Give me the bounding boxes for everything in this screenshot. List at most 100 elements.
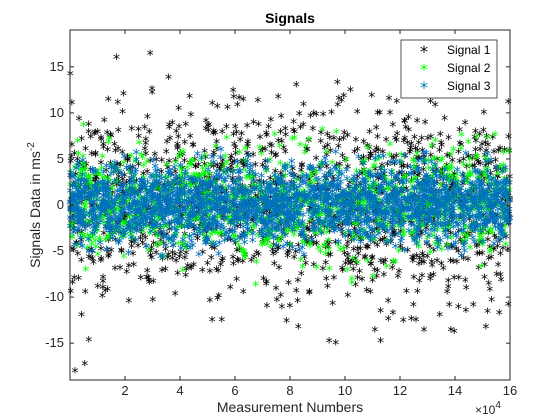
data-point: * [72, 366, 79, 382]
data-point: * [480, 107, 487, 123]
data-point: * [137, 209, 144, 225]
data-point: * [81, 188, 88, 204]
data-point: * [273, 246, 280, 262]
data-point: * [85, 119, 92, 135]
data-point: * [293, 286, 300, 302]
data-point: * [128, 124, 135, 140]
data-point: * [177, 247, 184, 263]
data-point: * [196, 198, 203, 214]
data-point: * [240, 94, 247, 110]
data-point: * [453, 192, 460, 208]
data-point: * [232, 177, 239, 193]
data-point: * [193, 210, 200, 226]
data-point: * [187, 262, 194, 278]
data-point: * [319, 264, 326, 280]
data-point: * [242, 200, 249, 216]
data-point: * [240, 190, 247, 206]
data-point: * [372, 164, 379, 180]
data-point: * [75, 273, 82, 289]
data-point: * [236, 92, 243, 108]
data-point: * [214, 293, 221, 309]
y-tick-label: 15 [50, 59, 64, 74]
data-point: * [213, 264, 220, 280]
data-point: * [234, 203, 241, 219]
data-point: * [330, 175, 337, 191]
legend-label-signal-2: Signal 2 [447, 61, 491, 75]
data-point: * [303, 223, 310, 239]
data-point: * [390, 307, 397, 323]
data-point: * [178, 178, 185, 194]
data-point: * [104, 284, 111, 300]
data-point: * [231, 139, 238, 155]
data-point: * [230, 91, 237, 107]
data-point: * [191, 154, 198, 170]
data-point: * [157, 212, 164, 228]
data-point: * [138, 225, 145, 241]
data-point: * [125, 246, 133, 264]
data-point: * [166, 122, 173, 138]
data-point: * [306, 217, 313, 233]
data-point: * [368, 259, 375, 275]
data-point: * [404, 197, 411, 213]
data-point: * [179, 183, 186, 199]
data-point: * [352, 280, 359, 296]
data-point: * [349, 256, 356, 272]
y-tick-label: -15 [45, 335, 64, 350]
data-point: * [132, 187, 139, 203]
data-point: * [323, 150, 330, 166]
data-point: * [188, 178, 195, 194]
data-point: * [213, 222, 220, 238]
data-point: * [447, 324, 454, 340]
data-point: * [352, 193, 359, 209]
data-point: * [290, 179, 297, 195]
data-point: * [410, 252, 417, 268]
data-point: * [420, 175, 427, 191]
data-point: * [454, 218, 462, 236]
data-point: * [242, 249, 249, 265]
data-point: * [468, 202, 476, 220]
data-point: * [155, 183, 162, 199]
data-point: * [165, 72, 172, 88]
data-point: * [473, 241, 480, 257]
data-point: * [378, 172, 385, 188]
data-point: * [377, 235, 384, 251]
data-point: * [441, 113, 448, 129]
data-point: * [105, 199, 112, 215]
data-point: * [352, 135, 359, 151]
data-point: * [371, 182, 378, 198]
data-point: * [364, 256, 371, 272]
data-point: * [290, 182, 297, 198]
data-point: * [443, 160, 450, 176]
data-point: * [115, 171, 122, 187]
data-point: * [120, 216, 127, 232]
data-point: * [214, 160, 221, 176]
data-point: * [424, 251, 431, 267]
data-point: * [272, 151, 279, 167]
data-point: * [490, 243, 497, 259]
data-point: * [310, 108, 317, 124]
data-point: * [219, 160, 226, 176]
data-point: * [136, 199, 143, 215]
data-point: * [255, 249, 262, 265]
data-point: * [305, 135, 312, 151]
data-point: * [119, 174, 126, 190]
data-point: * [251, 177, 258, 193]
data-point: * [257, 132, 264, 148]
data-point: * [95, 203, 102, 219]
data-point: * [209, 195, 216, 211]
data-point: * [324, 129, 331, 145]
data-point: * [302, 258, 309, 274]
data-point: * [373, 225, 380, 241]
data-point: * [189, 176, 196, 192]
data-point: * [429, 260, 436, 276]
data-point: * [490, 201, 497, 217]
data-point: * [178, 212, 185, 228]
data-point: * [293, 79, 300, 95]
data-point: * [306, 287, 313, 303]
data-point: * [183, 248, 190, 264]
data-point: * [177, 148, 184, 164]
data-point: * [365, 183, 372, 199]
data-point: * [87, 165, 94, 181]
data-point: * [389, 224, 396, 240]
data-point: * [495, 198, 502, 214]
